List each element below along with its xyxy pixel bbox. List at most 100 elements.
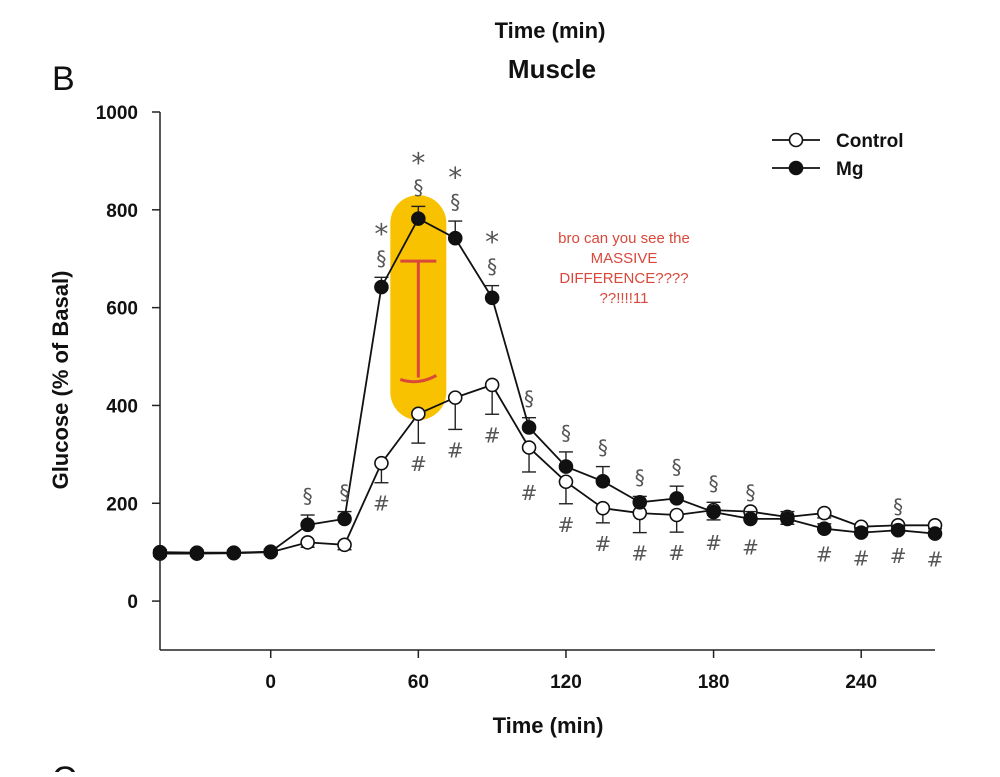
mg-point	[816, 521, 832, 537]
mg-point	[263, 544, 279, 559]
control-point	[484, 377, 500, 393]
panel-letter: B	[52, 60, 75, 98]
hash-marker: #	[631, 542, 648, 566]
star-marker: *	[374, 217, 388, 250]
legend-control-marker	[788, 132, 804, 148]
section-marker: §	[487, 255, 497, 279]
mg-point	[300, 517, 315, 533]
mg-point	[890, 522, 906, 538]
star-marker: *	[485, 226, 499, 259]
x-tick-label: 0	[265, 672, 276, 693]
control-point	[374, 455, 389, 471]
control-point	[816, 505, 832, 521]
legend-mg-label: Mg	[836, 159, 863, 180]
mg-point	[152, 544, 168, 560]
control-point	[558, 474, 574, 490]
legend: Control Mg	[772, 131, 904, 180]
y-tick-label: 800	[106, 201, 138, 222]
legend-control-label: Control	[836, 131, 904, 152]
mg-point	[743, 511, 758, 527]
hash-marker: #	[668, 541, 685, 565]
y-tick-label: 400	[106, 396, 138, 417]
mg-point	[706, 504, 721, 520]
hash-marker: #	[890, 544, 907, 568]
section-marker: §	[672, 455, 682, 479]
chart-title: Muscle	[508, 54, 596, 84]
bracket-layer	[399, 259, 438, 384]
section-marker: §	[413, 175, 423, 199]
mg-point	[595, 473, 611, 489]
x-tick-label: 60	[408, 672, 429, 693]
hash-marker: #	[927, 547, 944, 571]
star-marker: *	[448, 161, 462, 194]
y-tick-label: 1000	[96, 103, 138, 124]
mg-line	[159, 217, 936, 554]
mg-point	[927, 526, 943, 541]
annotation-line-1: bro can you see the	[558, 230, 690, 247]
control-point	[337, 537, 352, 553]
mg-point	[521, 420, 537, 435]
hash-marker: #	[447, 438, 464, 462]
section-marker: §	[561, 421, 571, 445]
mg-point	[411, 211, 426, 226]
annotation-line-4: ??!!!!11	[600, 290, 649, 307]
mg-point	[374, 279, 389, 295]
mg-point	[780, 511, 795, 527]
section-marker: §	[709, 471, 719, 495]
hash-marker: #	[558, 513, 575, 537]
x-tick-label: 240	[845, 672, 877, 693]
y-axis-label: Glucose (% of Basal)	[48, 271, 73, 490]
mg-point	[447, 230, 463, 246]
x-tick-label: 180	[698, 672, 730, 693]
mg-point	[484, 290, 500, 306]
y-tick-label: 600	[106, 299, 138, 320]
star-marker: *	[411, 146, 425, 179]
significance-layer: § §§§§§§§§§ §§ §§** **####### # # # # # # # #	[303, 146, 944, 571]
control-point	[447, 390, 463, 405]
hash-marker: #	[816, 543, 833, 567]
axes-layer: 0 200 400 600 800 1000 0 60 120 180 240	[96, 103, 935, 693]
annotation-line-2: MASSIVE	[591, 250, 658, 267]
hash-marker: #	[410, 452, 427, 476]
section-marker: §	[598, 436, 608, 460]
hash-marker: #	[705, 531, 722, 555]
section-marker: §	[524, 387, 534, 411]
mg-point	[189, 545, 205, 560]
mg-point	[558, 459, 574, 474]
control-point	[521, 440, 537, 455]
top-caption: Time (min)	[495, 18, 606, 43]
section-marker: §	[635, 465, 645, 489]
next-panel-letter: C	[52, 760, 77, 772]
control-point	[300, 535, 315, 550]
y-tick-label: 200	[106, 494, 138, 515]
control-point	[595, 500, 611, 516]
section-marker: §	[745, 481, 755, 505]
x-axis-label: Time (min)	[493, 713, 604, 738]
section-marker: §	[376, 246, 386, 270]
section-marker: §	[303, 484, 313, 508]
control-line	[160, 383, 935, 555]
mg-point	[337, 511, 352, 527]
mg-point	[853, 525, 869, 540]
hash-marker: #	[742, 535, 759, 559]
section-marker: §	[893, 494, 903, 518]
mg-point	[669, 491, 684, 506]
y-tick-label: 0	[127, 592, 138, 613]
hash-marker: #	[853, 547, 870, 571]
bracket-bottom	[399, 374, 438, 384]
legend-mg-marker	[788, 160, 804, 176]
control-point	[411, 406, 426, 422]
hash-marker: #	[484, 423, 501, 447]
section-marker: §	[450, 190, 460, 214]
annotation-text: bro can you see the MASSIVE DIFFERENCE??…	[558, 230, 690, 307]
mg-point	[632, 494, 648, 510]
section-marker: §	[340, 481, 350, 505]
annotation-line-3: DIFFERENCE????	[559, 270, 688, 287]
mg-point	[226, 545, 242, 560]
hash-marker: #	[373, 492, 390, 516]
series-layer	[152, 205, 943, 561]
hash-marker: #	[594, 532, 611, 556]
x-tick-label: 120	[550, 672, 582, 693]
